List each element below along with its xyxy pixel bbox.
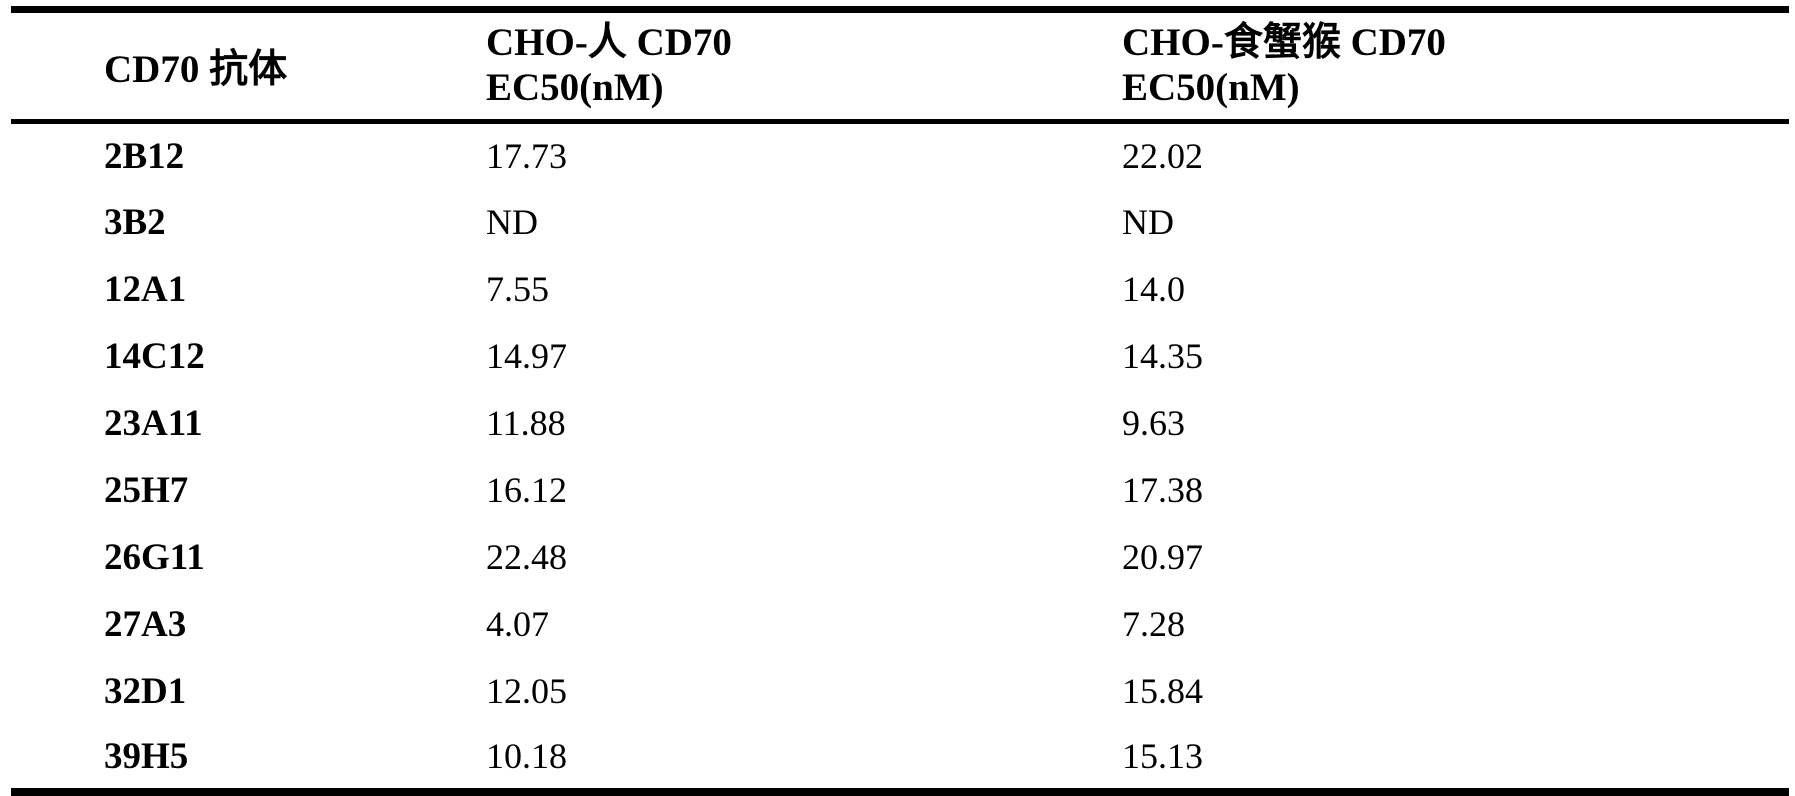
column-header-human-cd70: CHO-人 CD70 EC50(nM) — [483, 10, 1119, 122]
human-ec50-cell: 16.12 — [486, 470, 567, 510]
antibody-cell: 23A11 — [104, 402, 203, 444]
table-row: 2B12 17.73 22.02 — [11, 122, 1789, 189]
human-ec50-cell: 17.73 — [486, 136, 567, 177]
human-ec50-cell: 14.97 — [486, 336, 567, 376]
column-header-antibody: CD70 抗体 — [11, 10, 483, 122]
cyno-ec50-cell: 20.97 — [1122, 537, 1203, 577]
human-ec50-cell: ND — [486, 202, 538, 242]
table-row: 3B2 ND ND — [11, 189, 1789, 256]
table-row: 14C12 14.97 14.35 — [11, 323, 1789, 390]
cyno-ec50-cell: ND — [1122, 202, 1174, 242]
column-header-cyno-cd70-line1: CHO-食蟹猴 CD70 — [1122, 21, 1446, 64]
cyno-ec50-cell: 9.63 — [1122, 403, 1185, 443]
column-header-cyno-cd70: CHO-食蟹猴 CD70 EC50(nM) — [1119, 10, 1789, 122]
antibody-cell: 3B2 — [104, 201, 166, 243]
table-row: 25H7 16.12 17.38 — [11, 457, 1789, 524]
table-row: 23A11 11.88 9.63 — [11, 390, 1789, 457]
cyno-ec50-cell: 14.0 — [1122, 269, 1185, 309]
table-header: CD70 抗体 CHO-人 CD70 EC50(nM) CHO-食蟹猴 CD70… — [11, 10, 1789, 122]
header-row: CD70 抗体 CHO-人 CD70 EC50(nM) CHO-食蟹猴 CD70… — [11, 10, 1789, 122]
antibody-cell: 32D1 — [104, 670, 187, 712]
cyno-ec50-cell: 17.38 — [1122, 470, 1203, 510]
antibody-cell: 2B12 — [104, 135, 185, 177]
human-ec50-cell: 11.88 — [486, 403, 566, 443]
table-row: 26G11 22.48 20.97 — [11, 524, 1789, 591]
cyno-ec50-cell: 14.35 — [1122, 336, 1203, 376]
human-ec50-cell: 4.07 — [486, 604, 549, 644]
cyno-ec50-cell: 7.28 — [1122, 604, 1185, 644]
human-ec50-cell: 10.18 — [486, 736, 567, 776]
antibody-cell: 25H7 — [104, 469, 189, 511]
human-ec50-cell: 12.05 — [486, 671, 567, 711]
antibody-cell: 39H5 — [104, 735, 189, 777]
table-row: 39H5 10.18 15.13 — [11, 725, 1789, 792]
column-header-cyno-cd70-line2: EC50(nM) — [1122, 66, 1300, 109]
antibody-cell: 12A1 — [104, 268, 187, 310]
cyno-ec50-cell: 15.13 — [1122, 736, 1203, 776]
antibody-cell: 27A3 — [104, 603, 187, 645]
cyno-ec50-cell: 22.02 — [1122, 136, 1203, 177]
table-row: 27A3 4.07 7.28 — [11, 591, 1789, 658]
column-header-human-cd70-line1: CHO-人 CD70 — [486, 21, 732, 64]
antibody-cell: 14C12 — [104, 335, 205, 377]
cyno-ec50-cell: 15.84 — [1122, 671, 1203, 711]
table-body: 2B12 17.73 22.02 3B2 ND ND 12A1 7.55 14.… — [11, 122, 1789, 792]
antibody-cell: 26G11 — [104, 536, 205, 578]
column-header-human-cd70-line2: EC50(nM) — [486, 66, 664, 109]
column-header-antibody-label: CD70 抗体 — [104, 48, 288, 91]
human-ec50-cell: 22.48 — [486, 537, 567, 577]
table-row: 32D1 12.05 15.84 — [11, 658, 1789, 725]
table-row: 12A1 7.55 14.0 — [11, 256, 1789, 323]
ec50-table: CD70 抗体 CHO-人 CD70 EC50(nM) CHO-食蟹猴 CD70… — [11, 6, 1789, 796]
human-ec50-cell: 7.55 — [486, 269, 549, 309]
